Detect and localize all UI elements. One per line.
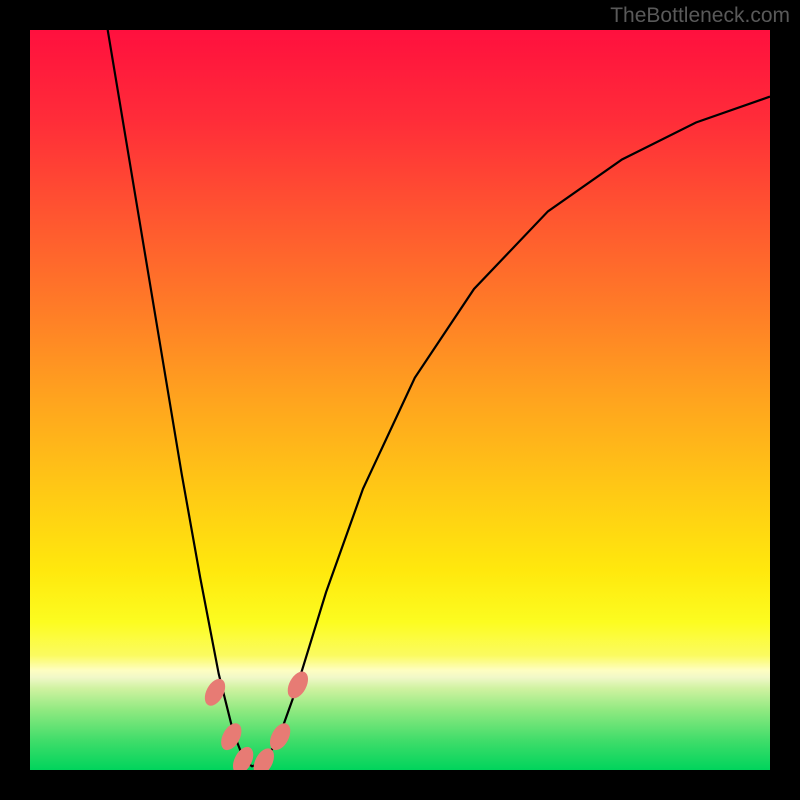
watermark-text: TheBottleneck.com: [610, 4, 790, 28]
chart-container: TheBottleneck.com: [0, 0, 800, 800]
chart-svg: [0, 0, 800, 800]
